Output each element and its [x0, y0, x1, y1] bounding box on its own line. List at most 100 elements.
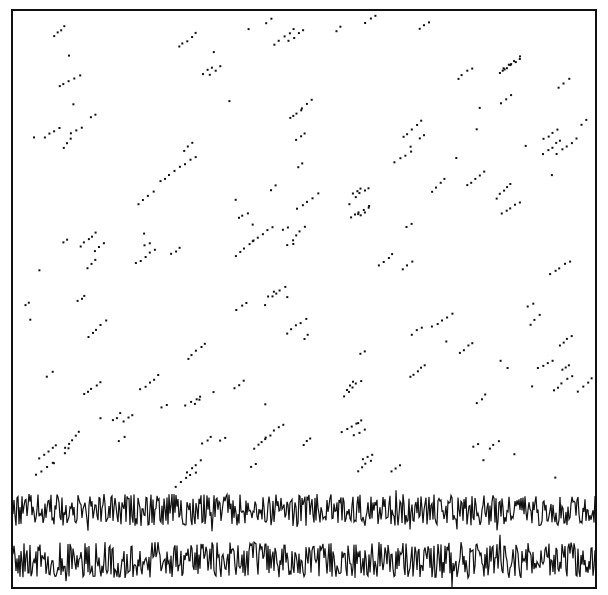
dot: [571, 375, 573, 377]
dot: [458, 78, 460, 80]
dot: [368, 187, 370, 189]
dot: [88, 238, 90, 240]
dot: [202, 73, 204, 75]
dot: [576, 138, 578, 140]
dot: [78, 431, 80, 433]
dot: [362, 458, 364, 460]
dot: [278, 426, 280, 428]
dot: [420, 120, 422, 122]
dot: [210, 436, 212, 438]
dot: [191, 467, 193, 469]
dot: [186, 471, 188, 473]
dot: [270, 18, 272, 20]
dot: [357, 213, 359, 215]
dot: [59, 85, 61, 87]
dot: [91, 263, 93, 265]
dot: [153, 191, 155, 193]
dot: [52, 371, 54, 373]
dot: [411, 223, 413, 225]
dot: [561, 369, 563, 371]
dot: [189, 474, 191, 476]
dot: [404, 155, 406, 157]
dot: [179, 247, 181, 249]
dot: [557, 387, 559, 389]
dot: [183, 150, 185, 152]
dot: [341, 431, 343, 433]
dot: [70, 138, 72, 140]
dot: [543, 138, 545, 140]
dot: [264, 304, 266, 306]
dot: [145, 386, 147, 388]
dot: [489, 448, 491, 450]
dot: [81, 127, 83, 129]
dot: [187, 358, 189, 360]
dot: [360, 380, 362, 382]
dot: [28, 302, 30, 304]
dot: [247, 212, 249, 214]
dot: [100, 324, 102, 326]
dot: [352, 387, 354, 389]
dot: [204, 343, 206, 345]
dot: [44, 137, 46, 139]
dot: [145, 256, 147, 258]
dot: [52, 447, 54, 449]
dot: [559, 140, 561, 142]
dot: [142, 199, 144, 201]
dot: [191, 142, 193, 144]
dot: [98, 246, 100, 248]
dot: [370, 460, 372, 462]
dot: [423, 134, 425, 136]
dot: [190, 159, 192, 161]
dot: [484, 394, 486, 396]
dot: [178, 46, 180, 48]
dot: [166, 404, 168, 406]
dot: [351, 426, 353, 428]
dot: [284, 286, 286, 288]
dot: [43, 454, 45, 456]
dot: [435, 187, 437, 189]
dot: [79, 74, 81, 76]
dot: [533, 319, 535, 321]
dot: [479, 175, 481, 177]
dot: [68, 447, 70, 449]
dot: [406, 264, 408, 266]
dot: [174, 170, 176, 172]
dot: [77, 300, 79, 302]
dot: [213, 51, 215, 53]
dot: [296, 208, 298, 210]
dot: [292, 239, 294, 241]
dot: [561, 148, 563, 150]
dot: [295, 324, 297, 326]
dot: [300, 109, 302, 111]
dot: [53, 35, 55, 37]
dot: [388, 257, 390, 259]
dot: [215, 70, 217, 72]
dot: [140, 260, 142, 262]
dot: [302, 29, 304, 31]
dot: [191, 36, 193, 38]
dot: [370, 18, 372, 20]
dot: [191, 354, 193, 356]
dot: [542, 365, 544, 367]
dot: [289, 117, 291, 119]
dot: [302, 204, 304, 206]
dot: [311, 99, 313, 101]
dot: [48, 133, 50, 135]
dot: [275, 293, 277, 295]
dot: [72, 103, 74, 105]
dot: [428, 21, 430, 23]
dot: [195, 32, 197, 34]
dot: [255, 463, 257, 465]
dot: [346, 389, 348, 391]
dot: [467, 345, 469, 347]
dot: [399, 464, 401, 466]
dot: [62, 241, 64, 243]
dot: [554, 477, 556, 479]
dot: [64, 452, 66, 454]
dot: [35, 474, 37, 476]
dot: [248, 28, 250, 30]
dot: [83, 393, 85, 395]
dot: [53, 462, 55, 464]
dot: [264, 403, 266, 405]
dot: [317, 192, 319, 194]
